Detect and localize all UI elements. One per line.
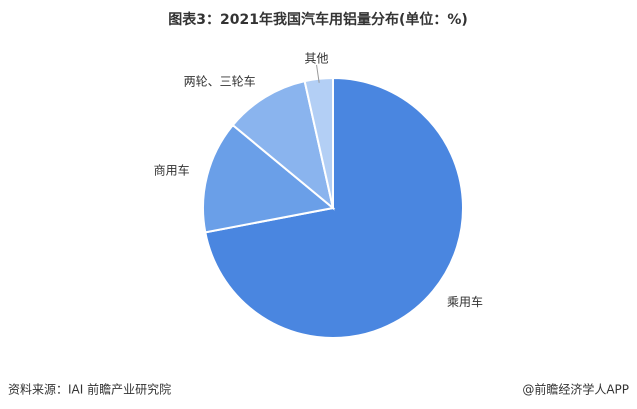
pie-slice: [202, 123, 336, 234]
slice-label: 乘用车: [447, 294, 483, 309]
slice-label: 其他: [305, 51, 329, 65]
source: 资料来源：IAI 前瞻产业研究院: [8, 382, 171, 397]
slice-label: 两轮、三轮车: [184, 73, 256, 88]
slice-label: 商用车: [154, 163, 190, 178]
pie-slice: [231, 79, 335, 211]
credit: @前瞻经济学人APP: [522, 382, 629, 397]
chart-title: 图表3：2021年我国汽车用铝量分布(单位：%): [168, 11, 468, 28]
leader-line: [316, 64, 320, 83]
